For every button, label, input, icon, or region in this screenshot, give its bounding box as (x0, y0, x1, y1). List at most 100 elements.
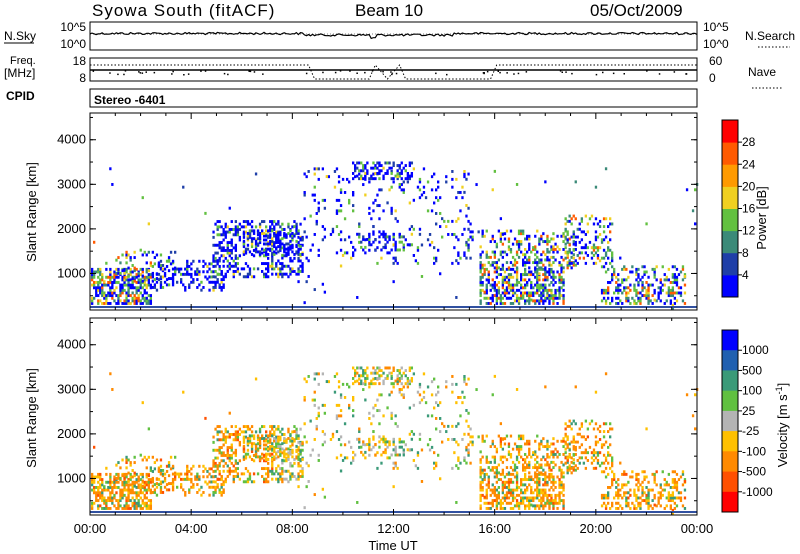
power-colorbar: 481216202428 (722, 120, 756, 298)
range-time-cell (494, 289, 496, 292)
range-time-cell (520, 499, 522, 502)
range-time-cell (645, 499, 647, 502)
range-time-cell (259, 241, 261, 244)
range-time-cell (599, 438, 601, 441)
range-time-cell (577, 228, 579, 231)
range-time-cell (684, 302, 686, 305)
range-time-cell (496, 271, 498, 274)
range-time-cell (366, 169, 368, 172)
range-time-cell (603, 297, 605, 300)
range-time-cell (631, 271, 633, 274)
range-time-cell (243, 275, 245, 278)
range-time-cell (257, 442, 259, 445)
range-time-cell (482, 281, 484, 284)
range-time-cell (494, 375, 496, 378)
range-time-cell (214, 486, 216, 489)
range-time-cell (393, 369, 395, 372)
range-time-cell (522, 464, 524, 467)
range-time-cell (611, 483, 613, 486)
range-time-cell (192, 278, 194, 281)
range-time-cell (540, 286, 542, 289)
range-time-cell (285, 453, 287, 456)
range-time-cell (506, 473, 508, 476)
range-time-cell (227, 249, 229, 252)
range-time-cell (140, 249, 142, 252)
range-time-cell (605, 504, 607, 507)
range-time-cell (334, 375, 336, 378)
range-time-cell (150, 507, 152, 510)
range-time-cell (125, 507, 127, 510)
range-time-cell (117, 268, 119, 271)
range-time-cell (603, 230, 605, 233)
range-time-cell (340, 209, 342, 212)
range-time-cell (599, 464, 601, 467)
range-time-cell (676, 268, 678, 271)
range-time-cell (271, 243, 273, 246)
range-time-cell (97, 494, 99, 497)
range-time-cell (299, 475, 301, 478)
range-time-cell (554, 243, 556, 246)
range-time-cell (279, 430, 281, 433)
range-time-cell (502, 278, 504, 281)
range-time-cell (301, 449, 303, 452)
range-time-cell (577, 236, 579, 239)
range-time-cell (536, 256, 538, 259)
range-time-cell (617, 483, 619, 486)
range-time-cell (467, 449, 469, 452)
range-time-cell (297, 236, 299, 239)
range-time-cell (625, 297, 627, 300)
range-time-cell (138, 275, 140, 278)
range-time-cell (480, 253, 482, 256)
range-time-cell (277, 472, 279, 475)
range-time-cell (445, 175, 447, 178)
range-time-cell (117, 473, 119, 476)
range-time-cell (132, 277, 134, 280)
range-time-cell (172, 486, 174, 489)
range-time-cell (579, 228, 581, 231)
range-time-cell (283, 250, 285, 253)
range-time-cell (125, 473, 127, 476)
range-time-cell (123, 302, 125, 305)
range-time-cell (532, 261, 534, 264)
range-time-cell (283, 440, 285, 443)
range-time-cell (127, 507, 129, 510)
range-time-cell (486, 502, 488, 505)
range-time-cell (437, 181, 439, 184)
range-time-cell (645, 281, 647, 284)
range-time-cell (374, 443, 376, 446)
range-time-cell (409, 228, 411, 231)
range-time-cell (552, 256, 554, 259)
range-time-cell (500, 440, 502, 443)
range-time-cell (407, 386, 409, 389)
range-time-cell (287, 458, 289, 461)
range-time-cell (607, 246, 609, 249)
range-time-cell (273, 455, 275, 458)
range-time-cell (654, 292, 656, 295)
range-time-cell (625, 502, 627, 505)
range-time-cell (261, 467, 263, 470)
range-time-cell (575, 180, 577, 183)
range-time-cell (562, 489, 564, 492)
range-time-cell (524, 299, 526, 302)
range-time-cell (399, 167, 401, 170)
range-time-cell (672, 499, 674, 502)
range-time-cell (510, 251, 512, 254)
range-time-cell (435, 464, 437, 467)
range-time-cell (130, 464, 132, 467)
range-time-cell (411, 162, 413, 165)
range-time-cell (146, 466, 148, 469)
range-time-cell (291, 225, 293, 228)
range-time-cell (571, 428, 573, 431)
range-time-cell (552, 248, 554, 251)
range-time-cell (611, 459, 613, 462)
range-time-cell (480, 497, 482, 500)
range-time-cell (506, 466, 508, 469)
range-time-cell (271, 425, 273, 428)
range-time-cell (283, 245, 285, 248)
range-time-cell (295, 445, 297, 448)
range-time-cell (668, 491, 670, 494)
range-time-cell (480, 466, 482, 469)
range-time-cell (488, 461, 490, 464)
range-time-cell (192, 486, 194, 489)
range-time-cell (101, 489, 103, 492)
